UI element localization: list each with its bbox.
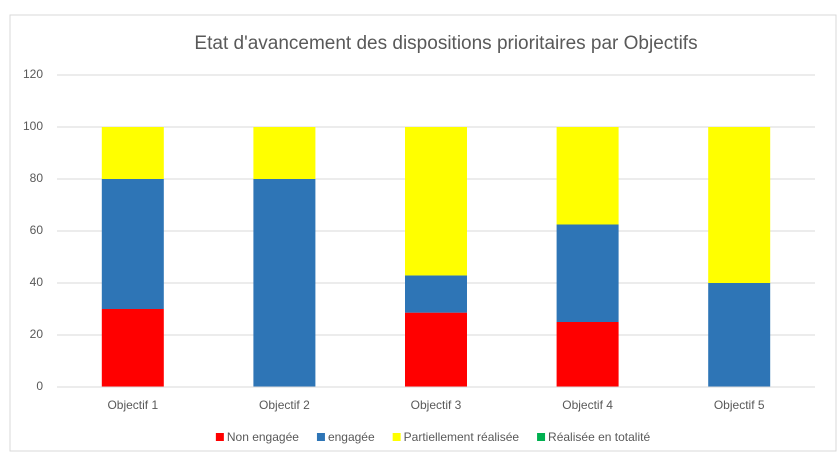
chart-title: Etat d'avancement des dispositions prior… [194,33,697,54]
bar-segment [253,179,316,387]
legend-swatch [316,433,325,441]
x-tick-label: Objectif 4 [562,398,613,412]
bar-segment [405,275,467,313]
bar-segment [101,309,164,387]
x-tick-label: Objectif 1 [107,398,158,412]
bar-segment [405,312,467,387]
legend-label: Partiellement réalisée [404,430,520,444]
y-tick-label: 80 [30,171,44,185]
legend-swatch [215,433,224,441]
y-tick-label: 20 [30,327,44,341]
legend-label: engagée [328,430,375,444]
bar-segment [708,127,771,283]
y-tick-label: 0 [36,379,43,393]
bar-segment [708,283,771,387]
x-tick-label: Objectif 5 [714,398,765,412]
legend-swatch [392,433,401,441]
bar-segment [556,127,619,225]
bar-segment [556,224,619,322]
bar-segment [101,127,164,179]
legend-label: Non engagée [227,430,299,444]
y-tick-label: 40 [30,275,44,289]
x-tick-label: Objectif 2 [259,398,310,412]
legend-label: Réalisée en totalité [548,430,650,444]
y-tick-label: 60 [30,223,44,237]
bar-segment [405,127,467,276]
x-tick-label: Objectif 3 [411,398,462,412]
bar-segment [253,127,316,179]
y-tick-label: 120 [23,67,43,81]
y-tick-label: 100 [23,119,43,133]
legend-swatch [537,433,546,441]
bar-segment [556,322,619,387]
bar-segment [101,179,164,309]
